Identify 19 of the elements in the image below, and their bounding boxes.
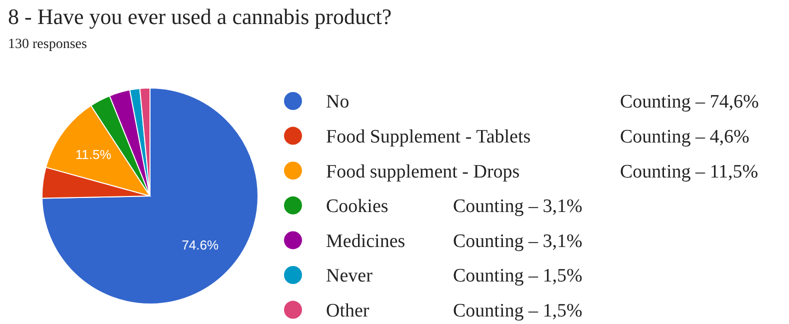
legend-label: Food Supplement - Tablets [326, 126, 531, 148]
legend-label: Other [326, 300, 370, 322]
legend-label: No [326, 92, 350, 113]
text: Counting – 3,1% [453, 230, 582, 252]
chart-subtitle: 130 responses [8, 37, 87, 52]
chart-title: 8 - Have you ever used a cannabis product? [8, 4, 392, 29]
legend-label: Cookies [326, 196, 388, 218]
data-label: 74.6% [182, 238, 220, 253]
text: Counting – 1,5% [453, 266, 582, 287]
legend-label: Food supplement - Drops [326, 161, 520, 182]
legend-label: Never [326, 266, 374, 287]
text: Counting – 74,6% [620, 92, 759, 113]
text: Counting – 4,6% [620, 126, 750, 148]
legend-label: Medicines [326, 230, 406, 252]
text: Counting – 11,5% [620, 161, 758, 182]
text: Counting – 3,1% [453, 196, 582, 218]
pie-slice [42, 88, 258, 304]
text: Counting – 1,5% [453, 300, 582, 322]
data-label: 11.5% [75, 147, 112, 162]
